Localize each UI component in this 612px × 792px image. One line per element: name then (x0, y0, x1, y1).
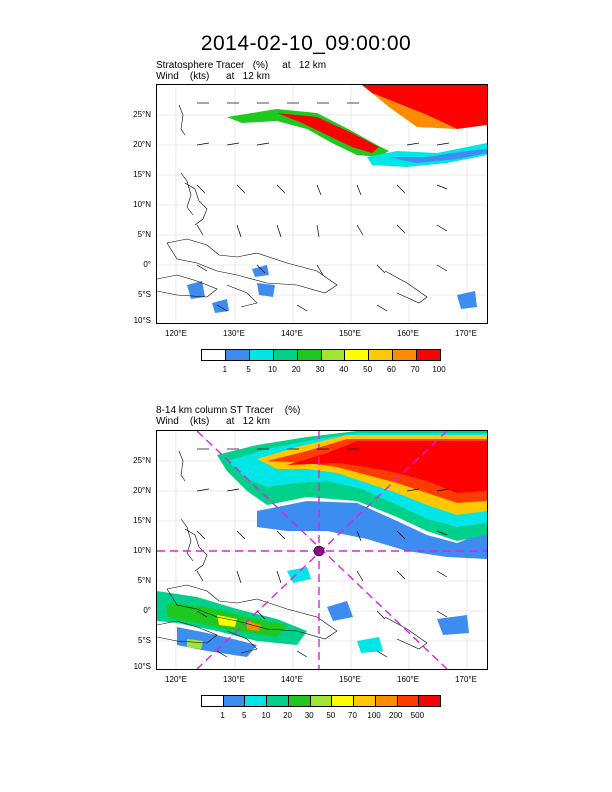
colorbar-label: 40 (339, 365, 349, 374)
colorbar-swatch (245, 696, 268, 706)
panel1-colorbar (201, 349, 441, 361)
panel2-lon-label: 140°E (281, 675, 303, 684)
colorbar-swatch (225, 350, 250, 360)
panel1-lat-label: 0° (143, 260, 151, 269)
colorbar-label: 500 (410, 711, 425, 720)
colorbar-swatch (397, 696, 420, 706)
panel2-map (156, 430, 488, 670)
colorbar-label: 10 (261, 711, 271, 720)
panel2-lat-label: 20°N (133, 486, 151, 495)
panel1-lon-label: 170°E (455, 329, 477, 338)
colorbar-swatch (267, 696, 289, 706)
panel2-lat-label: 15°N (133, 516, 151, 525)
colorbar-label: 100 (432, 365, 446, 374)
colorbar-label: 60 (386, 365, 396, 374)
panel2-colorbar (201, 695, 441, 707)
colorbar-label: 10 (267, 365, 277, 374)
colorbar-label: 30 (304, 711, 314, 720)
colorbar-swatch (393, 350, 418, 360)
colorbar-label: 1 (220, 711, 225, 720)
colorbar-swatch (273, 350, 298, 360)
panel1-lat-label: 5°S (138, 290, 151, 299)
colorbar-label: 5 (242, 711, 247, 720)
panel2-lat-label: 0° (143, 606, 151, 615)
colorbar-label: 200 (389, 711, 403, 720)
panel1-lat-label: 20°N (133, 140, 151, 149)
panel2-lon-label: 120°E (165, 675, 187, 684)
panel2-lat-label: 5°N (137, 576, 151, 585)
colorbar-label: 5 (246, 365, 251, 374)
colorbar-label: 30 (315, 365, 325, 374)
panel1-lat-label: 5°N (137, 230, 151, 239)
panel2-title-line1: 8-14 km column ST Tracer (%) (156, 405, 301, 416)
panel2-title-line2: Wind (kts) at 12 km (156, 416, 270, 427)
panel1-lat-label: 15°N (133, 170, 151, 179)
panel1-lat-label: 10°S (133, 316, 151, 325)
panel1-lon-label: 150°E (339, 329, 361, 338)
colorbar-swatch (321, 350, 346, 360)
panel1-title-line2: Wind (kts) at 12 km (156, 71, 270, 82)
panel2-lat-label: 10°N (133, 546, 151, 555)
panel2-map-graphics (157, 431, 487, 669)
colorbar-swatch (288, 696, 311, 706)
colorbar-label: 100 (367, 711, 381, 720)
colorbar-label: 20 (291, 365, 301, 374)
panel1-lon-label: 140°E (281, 329, 303, 338)
page-title: 2014-02-10_09:00:00 (200, 32, 412, 55)
colorbar-swatch (223, 696, 246, 706)
colorbar-swatch (345, 350, 370, 360)
panel1-map-graphics (157, 85, 487, 323)
panel1-wind-barbs (196, 102, 450, 312)
colorbar-swatch (202, 696, 224, 706)
colorbar-swatch (310, 696, 333, 706)
colorbar-swatch (369, 350, 394, 360)
colorbar-swatch (375, 696, 398, 706)
colorbar-label: 1 (222, 365, 228, 374)
panel2-lat-label: 5°S (138, 636, 151, 645)
colorbar-label: 70 (348, 711, 357, 720)
panel1-lon-label: 120°E (165, 329, 187, 338)
panel2-lat-label: 10°S (133, 662, 151, 671)
panel2-tracer-field (157, 431, 487, 657)
panel1-coastlines (157, 104, 428, 308)
panel1-lat-label: 25°N (133, 110, 151, 119)
panel2-lon-label: 130°E (223, 675, 245, 684)
colorbar-label: 50 (363, 365, 373, 374)
panel1-lat-label: 10°N (133, 200, 151, 209)
colorbar-swatch (419, 696, 441, 706)
panel1-tracer-field (187, 85, 487, 313)
panel2-wind-barbs (196, 448, 450, 658)
panel1-lon-label: 130°E (223, 329, 245, 338)
colorbar-swatch (202, 350, 226, 360)
panel1-map (156, 84, 488, 324)
colorbar-label: 50 (326, 711, 336, 720)
panel2-lon-label: 170°E (455, 675, 477, 684)
colorbar-swatch (417, 350, 441, 360)
panel1-lon-label: 160°E (397, 329, 419, 338)
colorbar-label: 70 (410, 365, 420, 374)
panel2-lat-label: 25°N (133, 456, 151, 465)
colorbar-swatch (332, 696, 355, 706)
colorbar-swatch (297, 350, 322, 360)
panel2-lon-label: 150°E (339, 675, 361, 684)
panel2-center-marker (313, 545, 325, 557)
colorbar-label: 20 (283, 711, 292, 720)
panel2-lon-label: 160°E (397, 675, 419, 684)
colorbar-swatch (249, 350, 274, 360)
colorbar-swatch (354, 696, 376, 706)
panel1-title-line1: Stratosphere Tracer (%) at 12 km (156, 60, 327, 71)
